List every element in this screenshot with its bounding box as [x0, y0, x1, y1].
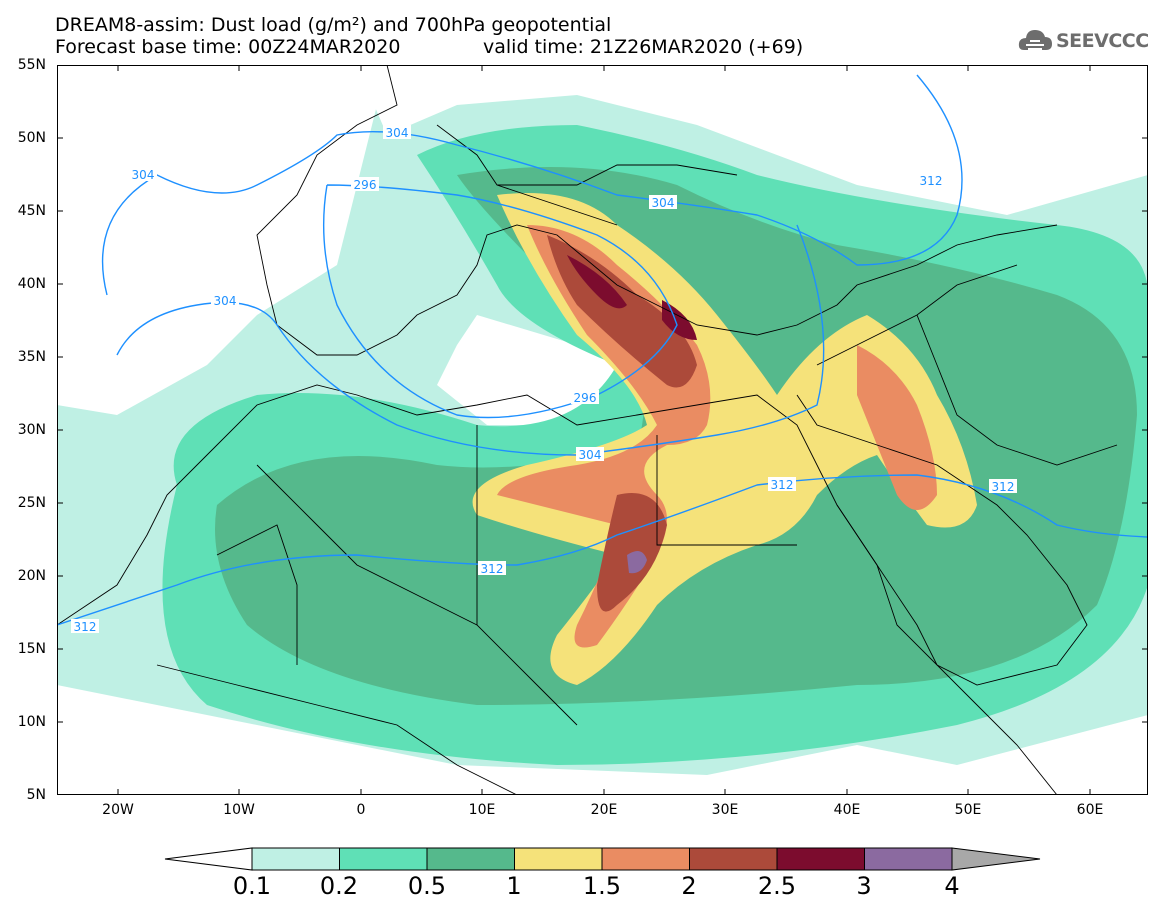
colorbar-label: 0.5 — [407, 872, 447, 900]
lon-label: 40E — [833, 802, 861, 818]
colorbar-cell — [426, 847, 515, 871]
lon-label: 10E — [468, 802, 496, 818]
lat-label: 45N — [17, 203, 46, 219]
colorbar-label: 0.2 — [319, 872, 359, 900]
valid-time: valid time: 21Z26MAR2020 (+69) — [483, 36, 804, 58]
contour-label: 312 — [992, 480, 1015, 494]
cloud-icon — [1018, 30, 1052, 50]
lat-label: 40N — [17, 276, 46, 292]
base-time-text: Forecast base time: 00Z24MAR2020 — [55, 36, 401, 58]
lon-label: 60E — [1076, 802, 1104, 818]
logo-text: SEEVCCC — [1056, 30, 1149, 52]
clear-zone-north — [357, 65, 1148, 215]
colorbar-label: 1.5 — [582, 872, 622, 900]
lon-label: 10W — [223, 802, 255, 818]
contour-label: 304 — [214, 294, 237, 308]
contour-296 — [322, 184, 678, 419]
contour-label: 304 — [579, 448, 602, 462]
lat-label: 20N — [17, 568, 46, 584]
dust-map: 304 304 296 304 296 304 312 304 312 312 … — [57, 65, 1148, 795]
lon-label: 0 — [356, 802, 366, 818]
border-sahara-3 — [656, 435, 797, 546]
border-sahara-2 — [476, 425, 578, 726]
colorbar-cell — [339, 847, 428, 871]
contour-label: 304 — [132, 168, 155, 182]
colorbar-cell — [689, 847, 778, 871]
contour-312 — [57, 474, 1148, 626]
contour-label: 296 — [354, 178, 377, 192]
colorbar-cell — [251, 847, 340, 871]
coastline-africa — [57, 384, 1058, 795]
seevccc-logo: SEEVCCC — [1018, 24, 1158, 58]
lat-label: 30N — [17, 422, 46, 438]
contour-label: 304 — [386, 126, 409, 140]
colorbar-label: 0.1 — [232, 872, 272, 900]
clear-zone-south — [57, 685, 1148, 795]
graticule-ticks — [57, 65, 1148, 795]
colorbar-label: 3 — [856, 872, 872, 900]
border-sahara-1 — [256, 464, 478, 626]
border-sahara-4 — [216, 524, 298, 665]
contour-label: 312 — [920, 174, 943, 188]
colorbar-cells — [251, 847, 953, 871]
lon-label: 30E — [711, 802, 739, 818]
forecast-base-time: Forecast base time: 00Z24MAR2020 valid ti… — [55, 36, 803, 58]
lon-label: 20E — [590, 802, 618, 818]
country-borders — [57, 65, 1118, 795]
colorbar-cell — [776, 847, 865, 871]
coastline-arabia — [796, 394, 1088, 686]
colorbar-extend-high — [951, 847, 1041, 871]
map-title: DREAM8-assim: Dust load (g/m²) and 700hP… — [55, 14, 612, 36]
dust-band-1.5-arabia — [857, 345, 937, 510]
border-europe-2 — [436, 124, 618, 226]
coastline-europe — [256, 65, 1058, 356]
map-frame-border — [57, 65, 1148, 795]
border-europe-1 — [497, 164, 738, 186]
contour-label: 296 — [574, 391, 597, 405]
lat-label: 15N — [17, 641, 46, 657]
colorbar-cell — [514, 847, 603, 871]
lat-label: 10N — [17, 714, 46, 730]
colorbar-extend-low — [164, 847, 253, 871]
dust-band-2.5 — [567, 255, 627, 309]
colorbar — [164, 847, 1041, 871]
colorbar-cell — [601, 847, 690, 871]
contour-labels: 304 304 296 304 296 304 312 304 312 312 … — [71, 125, 1017, 634]
border-iran — [916, 314, 1118, 466]
dust-band-3 — [627, 551, 647, 574]
colorbar-label: 4 — [944, 872, 960, 900]
lat-label: 35N — [17, 349, 46, 365]
contour-label: 312 — [771, 478, 794, 492]
colorbar-label: 2.5 — [757, 872, 797, 900]
contour-label: 312 — [74, 620, 97, 634]
colorbar-label: 1 — [506, 872, 522, 900]
dust-fill-layers — [57, 65, 1148, 795]
contour-label: 304 — [652, 196, 675, 210]
lon-label: 50E — [954, 802, 982, 818]
lon-label: 20W — [102, 802, 134, 818]
border-westafrica — [156, 664, 518, 795]
clear-zone-atlantic — [57, 65, 377, 415]
lat-label: 50N — [17, 130, 46, 146]
contour-label: 312 — [481, 562, 504, 576]
lat-label: 55N — [17, 57, 46, 73]
lat-label: 25N — [17, 495, 46, 511]
colorbar-label: 2 — [681, 872, 697, 900]
contour-304-north — [101, 74, 963, 296]
colorbar-cell — [864, 847, 953, 871]
lat-label: 5N — [26, 787, 46, 803]
